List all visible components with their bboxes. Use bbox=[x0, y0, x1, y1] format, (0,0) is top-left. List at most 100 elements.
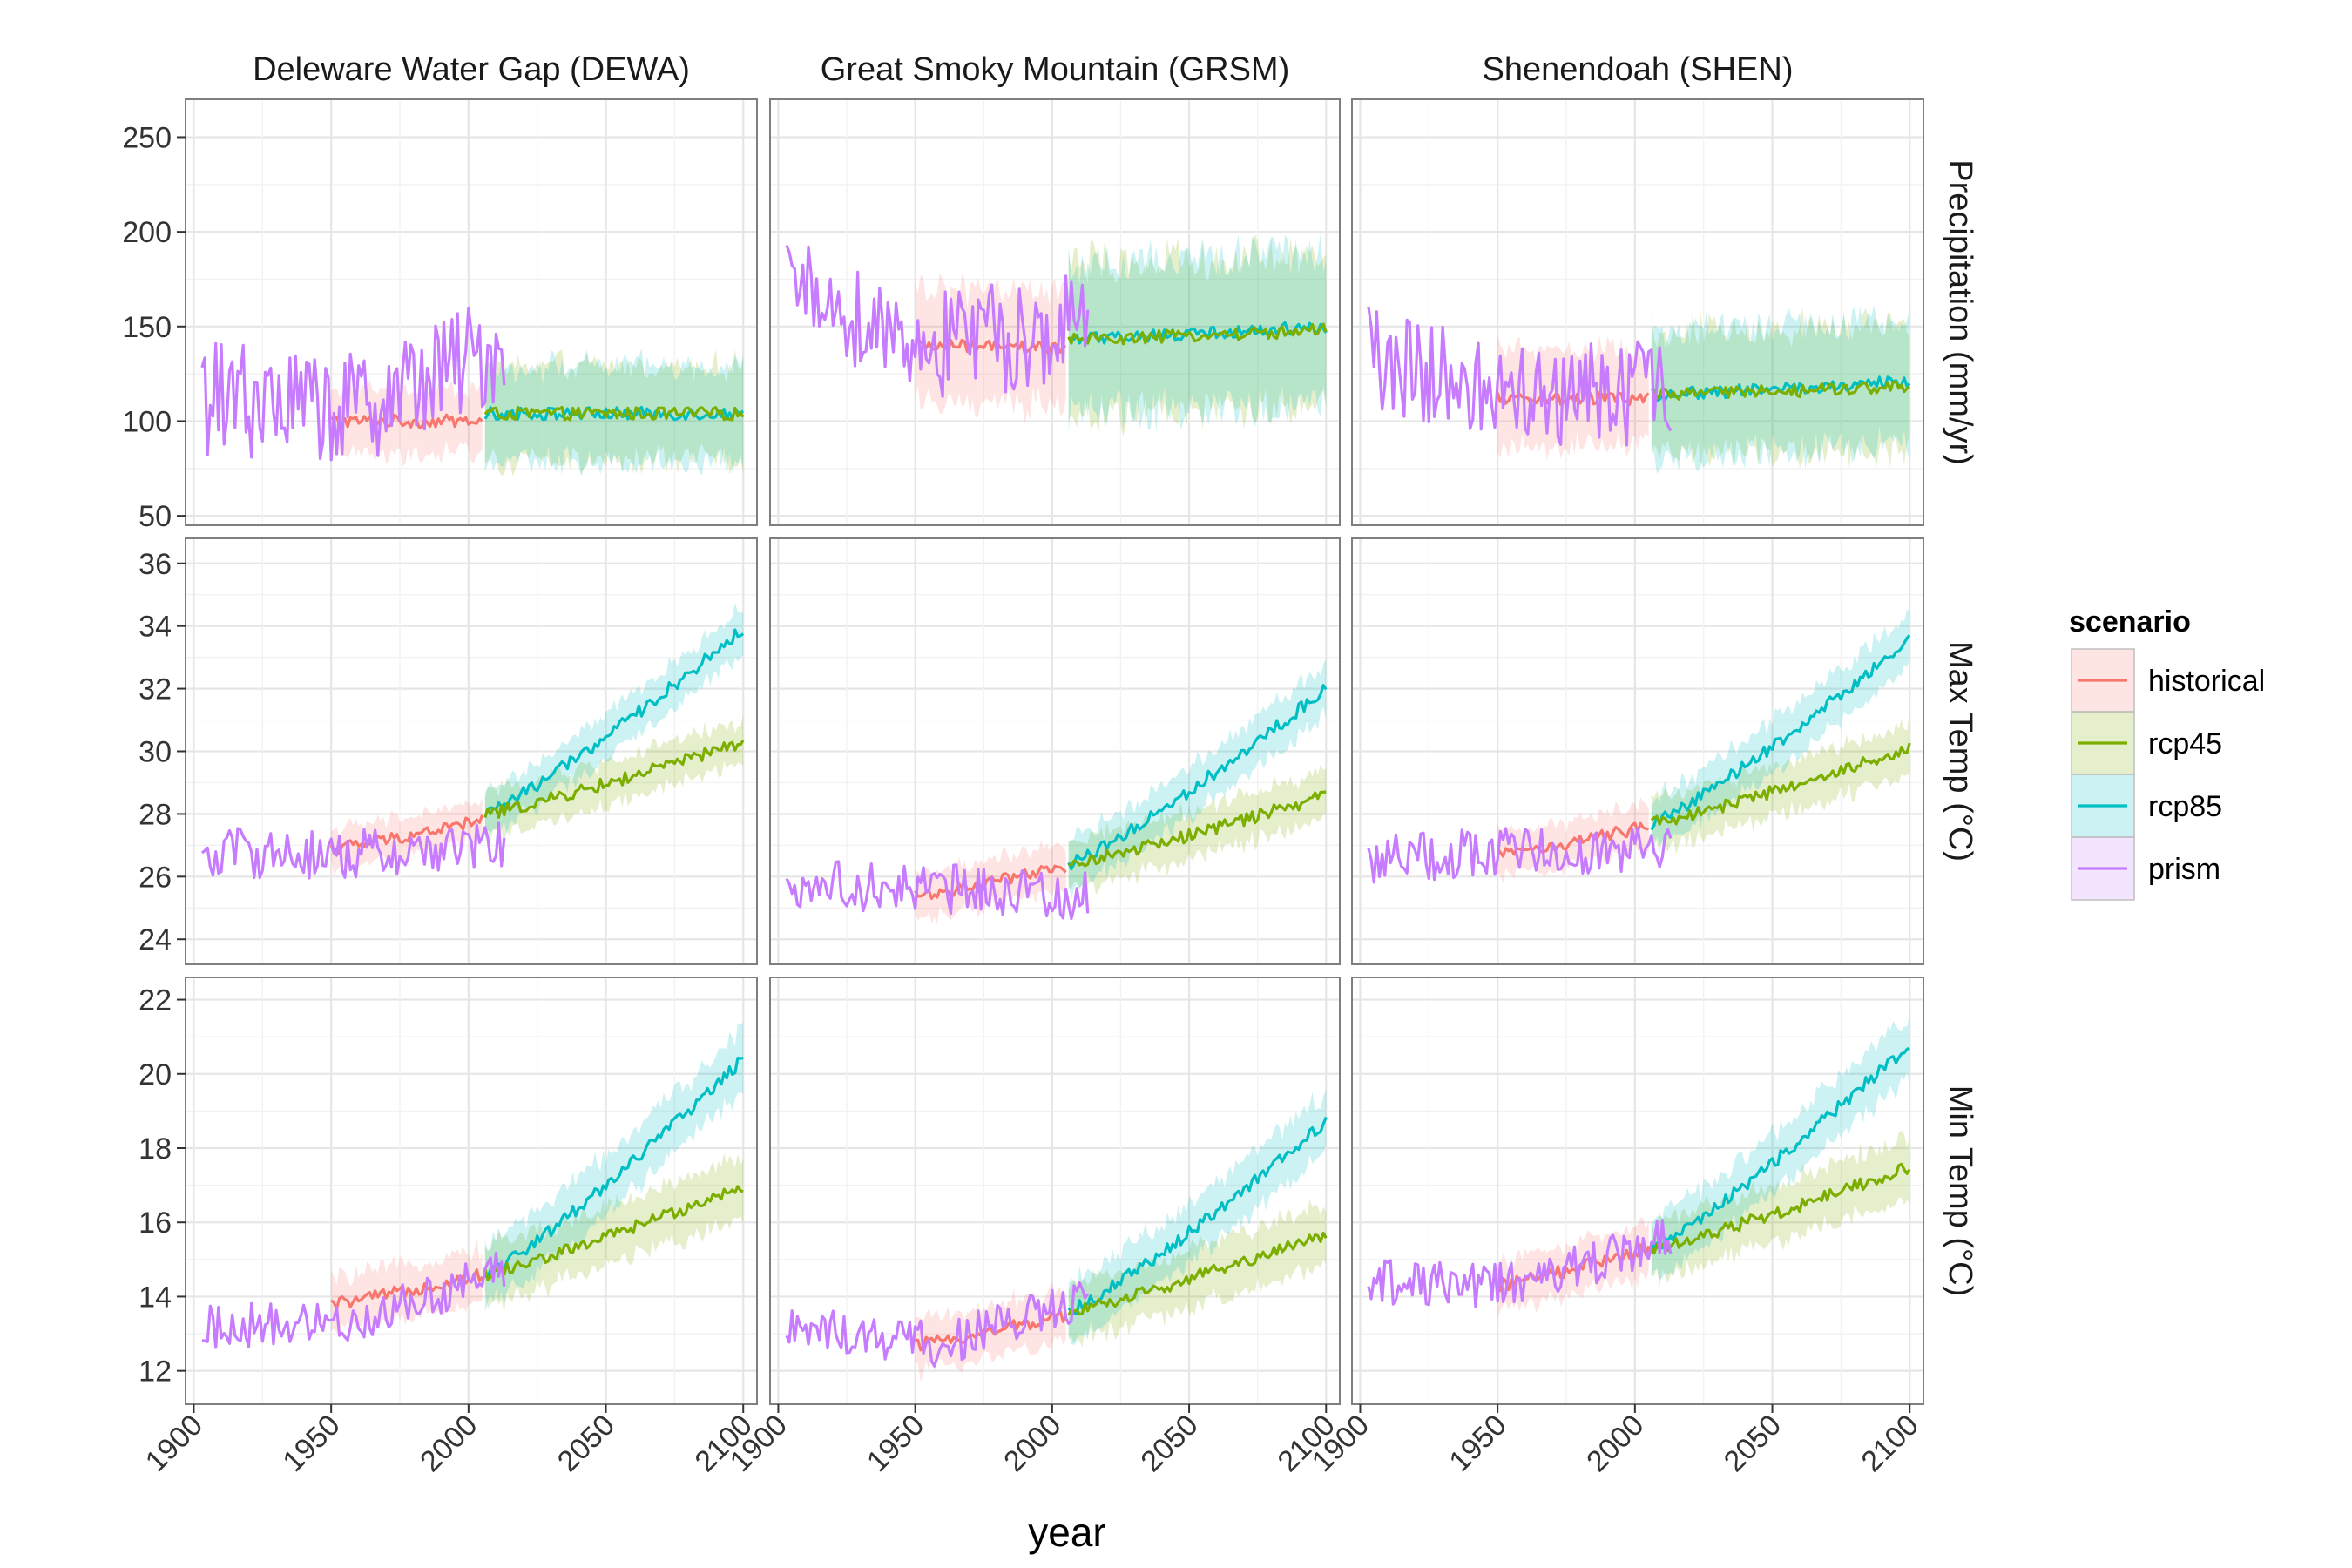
legend-title: scenario bbox=[2069, 605, 2191, 639]
historical-range-band bbox=[331, 798, 483, 875]
rcp85-line bbox=[484, 1057, 744, 1279]
prism-line bbox=[785, 860, 1090, 921]
rcp45-line bbox=[483, 740, 745, 819]
grid bbox=[1352, 538, 1923, 964]
rcp45-line bbox=[1067, 322, 1328, 346]
plot-area bbox=[785, 1089, 1328, 1382]
historical-range-band bbox=[331, 375, 483, 466]
rcp45-range-band bbox=[484, 714, 744, 842]
rcp85-range-band bbox=[484, 602, 744, 843]
rcp45-line bbox=[483, 1185, 744, 1281]
legend-label: rcp45 bbox=[2148, 727, 2222, 760]
historical-line bbox=[330, 413, 483, 429]
panel-1-1 bbox=[769, 537, 1341, 965]
legend-label: rcp85 bbox=[2148, 790, 2222, 823]
prism-line bbox=[200, 306, 506, 462]
y-tick-label: 50 bbox=[139, 500, 172, 533]
plot-area bbox=[1367, 609, 1911, 884]
legend-item-rcp85: rcp85 bbox=[2071, 774, 2222, 838]
legend-label: historical bbox=[2148, 665, 2265, 698]
panel-0-1 bbox=[185, 537, 758, 965]
plot-area bbox=[1367, 1012, 1911, 1319]
rcp85-range-band bbox=[1651, 609, 1910, 853]
x-axis: 1900 1950 2000 2050 2100 bbox=[724, 1404, 1342, 1478]
panel-border bbox=[1351, 98, 1924, 526]
rcp85-line bbox=[1067, 1116, 1328, 1315]
y-tick-label: 24 bbox=[139, 923, 172, 956]
x-tick-label: 2000 bbox=[997, 1409, 1067, 1478]
rcp85-range-band bbox=[484, 1022, 744, 1313]
plot-area bbox=[200, 306, 745, 477]
historical-line bbox=[330, 1268, 483, 1310]
y-axis: 12 14 16 18 20 22 bbox=[139, 984, 186, 1389]
x-tick-label: 2050 bbox=[1718, 1409, 1788, 1478]
grid bbox=[1352, 99, 1923, 525]
y-tick-label: 28 bbox=[139, 798, 172, 831]
y-axis: 24 26 28 30 32 34 36 bbox=[139, 548, 186, 956]
rcp45-line bbox=[483, 405, 745, 422]
panel-background bbox=[186, 99, 757, 525]
panel-2-1 bbox=[1351, 537, 1924, 965]
rcp45-line bbox=[1650, 380, 1910, 401]
y-tick-label: 250 bbox=[122, 121, 172, 154]
y-tick-label: 20 bbox=[139, 1058, 172, 1092]
prism-line bbox=[201, 1251, 506, 1349]
y-tick-label: 100 bbox=[122, 405, 172, 438]
panel-2-0 bbox=[1351, 98, 1924, 526]
facet-label-column: Deleware Water Gap (DEWA) bbox=[253, 51, 690, 88]
legend-item-historical: historical bbox=[2071, 648, 2265, 713]
panel-border bbox=[1351, 537, 1924, 965]
historical-range-band bbox=[1497, 1217, 1649, 1319]
facet-label-row: Precipitation (mm/yr) bbox=[1942, 159, 1978, 465]
x-axis: 1900 1950 2000 2050 2100 bbox=[139, 1404, 759, 1478]
panels-layer bbox=[185, 98, 1924, 1405]
prism-line bbox=[1367, 1219, 1673, 1308]
legend-item-prism: prism bbox=[2071, 836, 2220, 901]
panel-border bbox=[1351, 977, 1924, 1405]
grid bbox=[1352, 977, 1923, 1404]
x-tick-label: 2100 bbox=[1855, 1409, 1925, 1478]
grid bbox=[770, 538, 1340, 964]
panel-background bbox=[1352, 977, 1923, 1404]
rcp85-range-band bbox=[1068, 1089, 1327, 1346]
x-tick-label: 2000 bbox=[414, 1409, 483, 1478]
y-tick-label: 200 bbox=[122, 216, 172, 249]
y-tick-label: 14 bbox=[139, 1281, 172, 1314]
plot-area bbox=[785, 232, 1328, 436]
panel-1-2 bbox=[769, 977, 1341, 1405]
rcp85-range-band bbox=[1068, 659, 1327, 899]
facet-label-row: Max Temp (°C) bbox=[1942, 641, 1978, 862]
y-axes: 50 100 150 200 250 24 26 28 30 32 34 36 12 14 16 18 20 22 bbox=[122, 121, 186, 1389]
panel-background bbox=[1352, 99, 1923, 525]
grid bbox=[186, 977, 757, 1404]
x-axis: 1900 1950 2000 2050 2100 bbox=[1306, 1404, 1925, 1478]
rcp85-line bbox=[1650, 634, 1911, 831]
y-tick-label: 18 bbox=[139, 1132, 172, 1166]
prism-line bbox=[785, 244, 1090, 398]
rcp45-line bbox=[1650, 742, 1911, 826]
prism-line bbox=[1367, 827, 1673, 884]
panel-border bbox=[185, 977, 758, 1405]
y-tick-label: 30 bbox=[139, 736, 172, 769]
prism-line bbox=[1367, 306, 1673, 447]
rcp85-range-band bbox=[1651, 1012, 1910, 1281]
y-tick-label: 34 bbox=[139, 611, 172, 644]
x-tick-label: 2050 bbox=[551, 1409, 621, 1478]
plot-area bbox=[201, 1022, 744, 1349]
facet-strips: Deleware Water Gap (DEWA) Great Smoky Mou… bbox=[253, 51, 1978, 1296]
y-tick-label: 32 bbox=[139, 673, 172, 706]
facet-label-column: Shenendoah (SHEN) bbox=[1483, 51, 1794, 88]
y-axis: 50 100 150 200 250 bbox=[122, 121, 186, 533]
legend-item-rcp45: rcp45 bbox=[2071, 711, 2222, 775]
rcp45-line bbox=[1650, 1162, 1911, 1255]
panel-border bbox=[769, 537, 1341, 965]
historical-range-band bbox=[331, 1237, 483, 1333]
plot-area bbox=[1367, 304, 1911, 475]
rcp45-line bbox=[1067, 1231, 1328, 1316]
legend: scenario historical rcp45 rcp85 prism bbox=[2069, 605, 2265, 901]
y-tick-label: 12 bbox=[139, 1355, 172, 1389]
legend-label: prism bbox=[2148, 853, 2220, 886]
y-tick-label: 26 bbox=[139, 861, 172, 894]
